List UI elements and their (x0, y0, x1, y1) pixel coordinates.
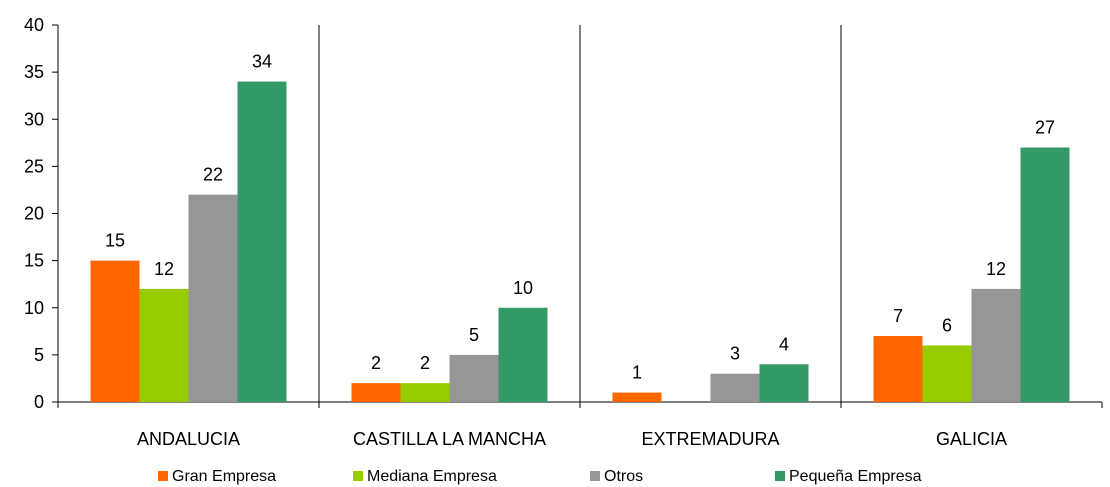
legend-swatch (158, 471, 168, 481)
bar (873, 336, 923, 402)
data-label: 27 (1035, 118, 1055, 138)
y-tick-label: 40 (24, 15, 44, 35)
category-label: ANDALUCIA (137, 429, 240, 449)
legend-label: Gran Empresa (172, 468, 276, 485)
bars (90, 81, 1070, 403)
bar (498, 307, 548, 402)
bar (612, 392, 662, 402)
y-axis: 0 5 10 15 20 25 30 35 40 (24, 15, 59, 412)
data-label: 34 (252, 52, 272, 72)
legend-item: Otros (590, 468, 643, 485)
bar (759, 364, 809, 402)
legend-label: Mediana Empresa (367, 468, 497, 485)
bar (971, 288, 1021, 402)
y-tick-label: 10 (24, 298, 44, 318)
category-label: GALICIA (936, 429, 1007, 449)
legend: Gran Empresa Mediana Empresa Otros Pequeña … (158, 468, 922, 485)
legend-item: Mediana Empresa (353, 468, 497, 485)
category-labels: ANDALUCIA CASTILLA LA MANCHA EXTREMADURA GA… (137, 429, 1007, 449)
bar (449, 354, 499, 402)
category-label: CASTILLA LA MANCHA (353, 429, 546, 449)
data-label: 2 (371, 353, 381, 373)
bar (710, 373, 760, 402)
data-label: 6 (942, 315, 952, 335)
legend-item: Gran Empresa (158, 468, 276, 485)
data-label: 3 (730, 344, 740, 364)
data-label: 1 (632, 363, 642, 383)
legend-swatch (353, 471, 363, 481)
bar (188, 194, 238, 402)
y-tick-label: 20 (24, 204, 44, 224)
bar (90, 260, 140, 402)
bar (400, 383, 450, 402)
legend-label: Otros (604, 468, 643, 485)
y-tick-label: 35 (24, 62, 44, 82)
y-tick-label: 15 (24, 251, 44, 271)
data-label: 10 (513, 278, 533, 298)
y-tick-label: 5 (34, 345, 44, 365)
data-label: 2 (420, 353, 430, 373)
data-label: 7 (893, 306, 903, 326)
bar (139, 288, 189, 402)
category-label: EXTREMADURA (641, 429, 779, 449)
bar (351, 383, 401, 402)
y-tick-label: 30 (24, 109, 44, 129)
bar (922, 345, 972, 402)
y-tick-label: 0 (34, 392, 44, 412)
data-label: 12 (154, 259, 174, 279)
data-label: 4 (779, 334, 789, 354)
bar (237, 81, 287, 403)
legend-label: Pequeña Empresa (789, 468, 922, 485)
y-tick-label: 25 (24, 156, 44, 176)
data-label: 15 (105, 231, 125, 251)
bar (1020, 147, 1070, 402)
x-axis (57, 401, 1103, 408)
legend-swatch (775, 471, 785, 481)
data-label: 5 (469, 325, 479, 345)
data-label: 12 (986, 259, 1006, 279)
legend-swatch (590, 471, 600, 481)
category-separators (318, 25, 842, 402)
data-label: 22 (203, 165, 223, 185)
legend-item: Pequeña Empresa (775, 468, 922, 485)
